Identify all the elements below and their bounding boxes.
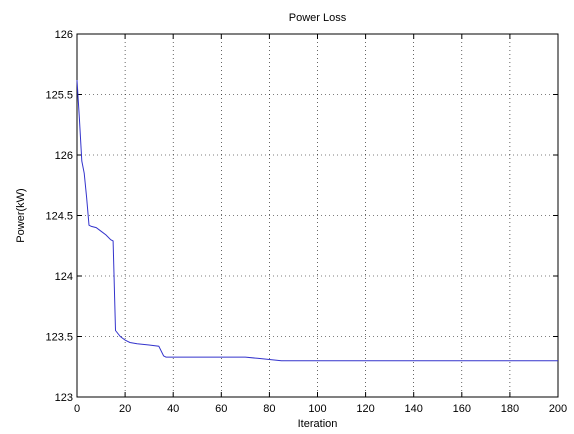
chart-title: Power Loss	[289, 12, 347, 24]
grid	[77, 34, 558, 397]
x-tick-label: 0	[74, 403, 80, 415]
x-tick-label: 200	[549, 403, 567, 415]
x-tick-label: 120	[356, 403, 374, 415]
x-tick-label: 80	[263, 403, 275, 415]
y-axis-label: Power(kW)	[15, 188, 27, 242]
x-tick-label: 40	[167, 403, 179, 415]
x-tick-label: 160	[453, 403, 471, 415]
x-tick-label: 140	[405, 403, 423, 415]
y-tick-label: 123	[55, 392, 73, 404]
y-tick-label: 123.5	[45, 332, 73, 344]
ticks: 0 20 40 60 80 100 120 140 160 180 200 123 123.5 124 12…	[45, 29, 567, 415]
series	[76, 79, 558, 362]
y-tick-label: 124.5	[45, 211, 73, 223]
x-tick-label: 20	[119, 403, 131, 415]
y-tick-label: 126	[55, 150, 73, 162]
series-line	[76, 79, 558, 362]
x-tick-label: 60	[215, 403, 227, 415]
x-tick-label: 180	[501, 403, 519, 415]
y-tick-label: 125.5	[45, 90, 73, 102]
y-tick-label: 126	[55, 29, 73, 41]
x-axis-label: Iteration	[298, 418, 338, 430]
x-tick-label: 100	[308, 403, 326, 415]
y-tick-label: 124	[55, 271, 73, 283]
